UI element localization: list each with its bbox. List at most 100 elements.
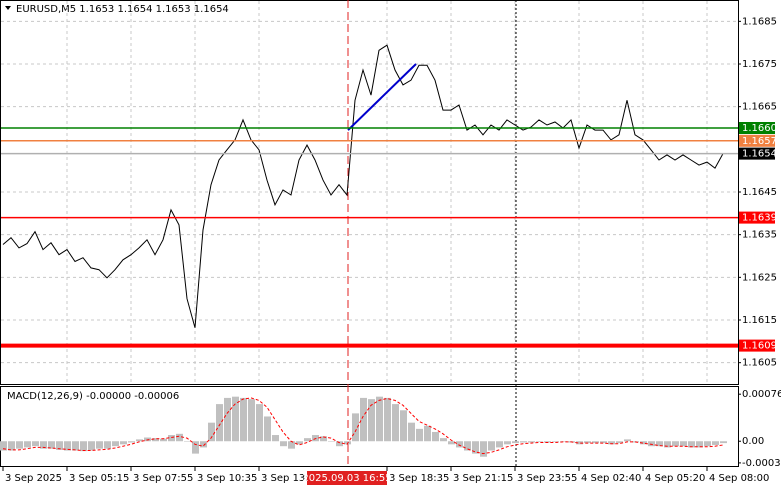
y-tick-label: 1.1615	[742, 315, 777, 326]
histogram-bar	[232, 396, 239, 442]
histogram-bar	[592, 441, 599, 444]
histogram-bar	[392, 404, 399, 442]
histogram-bar	[240, 397, 247, 442]
histogram-bar	[152, 438, 159, 442]
y-tick-label: 1.1645	[742, 187, 777, 198]
y-tick-label: 1.1605	[742, 358, 777, 369]
histogram-bar	[408, 422, 415, 442]
macd-title: MACD(12,26,9) -0.00000 -0.00006	[7, 391, 179, 402]
level-label: 1.1654	[742, 149, 777, 160]
histogram-bar	[192, 441, 199, 454]
level-label: 1.1660	[742, 123, 777, 134]
histogram-bar	[184, 441, 191, 442]
level-label: 1.1639	[742, 213, 777, 224]
histogram-bar	[704, 441, 711, 447]
histogram-bar	[520, 441, 527, 443]
histogram-bar	[424, 425, 431, 442]
trend-line	[347, 63, 417, 131]
histogram-bar	[80, 441, 87, 452]
histogram-bar	[208, 422, 215, 442]
histogram-bar	[72, 441, 79, 451]
histogram-bar	[416, 428, 423, 442]
histogram-bar	[624, 439, 631, 442]
histogram-bar	[136, 439, 143, 442]
histogram-bar	[96, 441, 103, 449]
x-tick-label: 3 Sep 13:15	[261, 473, 321, 484]
histogram-bar	[88, 441, 95, 451]
level-label-box	[739, 147, 775, 160]
histogram-bar	[376, 396, 383, 442]
histogram-bar	[272, 435, 279, 442]
cursor-label: 2025.09.03 16:55	[302, 473, 391, 484]
histogram-bar	[600, 441, 607, 444]
histogram-bar	[264, 416, 271, 442]
y-tick-label: 1.1675	[742, 59, 777, 70]
histogram-bar	[504, 441, 511, 445]
histogram-bar	[352, 413, 359, 442]
histogram-bar	[288, 441, 295, 449]
histogram-bar	[56, 441, 63, 450]
histogram-bar	[168, 435, 175, 442]
histogram-bar	[448, 441, 455, 445]
histogram-bar	[680, 441, 687, 447]
histogram-bar	[640, 441, 647, 445]
x-tick-label: 4 Sep 05:20	[645, 473, 705, 484]
histogram-bar	[160, 438, 167, 442]
histogram-bar	[536, 441, 543, 442]
histogram-bar	[112, 441, 119, 447]
menu-arrow[interactable]	[5, 6, 11, 10]
signal-line	[2, 397, 724, 455]
x-tick-label: 3 Sep 07:55	[133, 473, 193, 484]
y-tick-label: 1.1685	[742, 16, 777, 27]
x-tick-label: 3 Sep 21:15	[453, 473, 513, 484]
y-tick-label: 0.00076	[742, 389, 781, 400]
histogram-bar	[488, 441, 495, 451]
histogram-bar	[456, 441, 463, 448]
histogram-bar	[480, 441, 487, 457]
histogram-bar	[304, 438, 311, 442]
histogram-bar	[648, 441, 655, 447]
histogram-bar	[0, 441, 7, 451]
histogram-bar	[472, 441, 479, 454]
histogram-bar	[120, 441, 127, 445]
y-tick-label: 1.1625	[742, 272, 777, 283]
histogram-bar	[128, 441, 135, 443]
histogram-bar	[280, 441, 287, 447]
level-label-box	[739, 211, 775, 224]
x-tick-label: 3 Sep 10:35	[197, 473, 257, 484]
histogram-bar	[720, 441, 727, 444]
histogram-bar	[336, 441, 343, 447]
level-label-box	[739, 134, 775, 147]
cursor-label-box	[307, 471, 387, 485]
x-tick-label: 4 Sep 08:00	[709, 473, 769, 484]
histogram-bar	[216, 404, 223, 442]
histogram-bar	[560, 441, 567, 442]
x-tick-label: 3 Sep 18:35	[389, 473, 449, 484]
histogram-bar	[320, 436, 327, 442]
x-tick-label: 3 Sep 05:15	[69, 473, 129, 484]
histogram-bar	[584, 441, 591, 444]
histogram-bar	[440, 438, 447, 442]
histogram-bar	[24, 441, 31, 448]
histogram-bar	[248, 399, 255, 442]
histogram-bar	[312, 435, 319, 442]
histogram-bar	[296, 441, 303, 445]
x-tick-label: 3 Sep 2025	[5, 473, 62, 484]
x-tick-label: 3 Sep 23:55	[517, 473, 577, 484]
level-label: 1.1609	[742, 341, 777, 352]
histogram-bar	[696, 441, 703, 448]
histogram-bar	[512, 441, 519, 444]
x-tick-label: 4 Sep 02:40	[581, 473, 641, 484]
macd-frame	[0, 386, 739, 467]
y-tick-label: 1.1635	[742, 230, 777, 241]
histogram-bar	[616, 441, 623, 444]
level-label: 1.1657	[742, 136, 777, 147]
histogram-bar	[400, 410, 407, 442]
level-label-box	[739, 339, 775, 352]
histogram-bar	[432, 431, 439, 442]
histogram-bar	[528, 441, 535, 443]
chart-title: EURUSD,M5 1.1653 1.1654 1.1653 1.1654	[16, 4, 229, 15]
histogram-bar	[576, 441, 583, 445]
histogram-bar	[328, 441, 335, 442]
